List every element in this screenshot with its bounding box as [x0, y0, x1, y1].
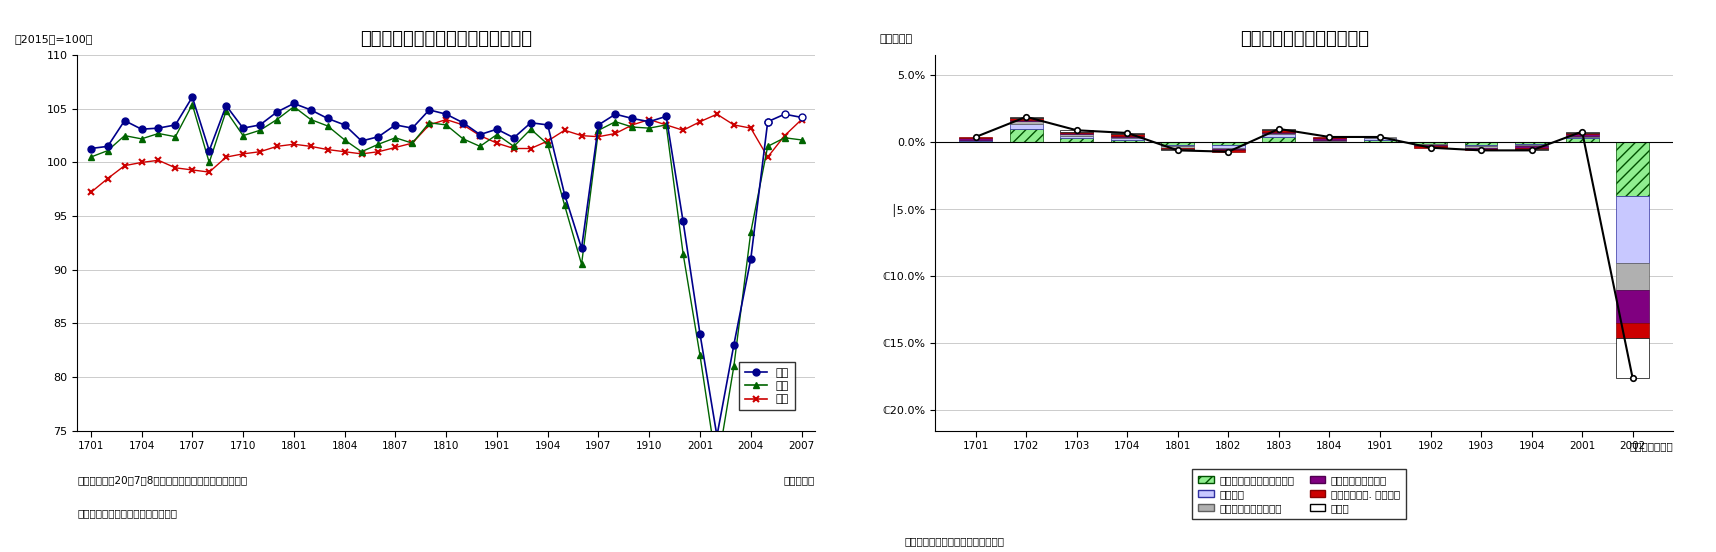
Bar — [1110, 140, 1143, 142]
Bar — [1162, 148, 1194, 149]
Legend: 生産用・汎用・業務用機械, 輸送機械, 電子部品・デバイス、, 電気・情報通信機械, 化学工業（除. 医薬品）, その他: 生産用・汎用・業務用機械, 輸送機械, 電子部品・デバイス、, 電気・情報通信機… — [1193, 469, 1405, 519]
Bar — [1211, 142, 1244, 145]
Bar — [1465, 146, 1498, 148]
Bar — [1515, 145, 1548, 146]
Bar — [1616, 142, 1649, 196]
Bar — [1313, 140, 1345, 141]
Bar — [1110, 137, 1143, 139]
Bar — [1515, 142, 1548, 144]
Bar — [1565, 134, 1599, 136]
Bar — [1414, 144, 1447, 145]
Bar — [1211, 148, 1244, 149]
Bar — [1465, 142, 1498, 145]
Bar — [1364, 139, 1397, 140]
Bar — [1263, 129, 1296, 130]
Bar — [1162, 146, 1194, 148]
Bar — [1009, 118, 1043, 120]
Bar — [1565, 139, 1599, 142]
Bar — [1211, 145, 1244, 148]
Bar — [1060, 134, 1093, 136]
Bar — [1060, 130, 1093, 131]
Bar — [1162, 149, 1194, 150]
Title: 鉱工業生産・出荷・在庫指数の推移: 鉱工業生産・出荷・在庫指数の推移 — [360, 30, 532, 48]
Bar — [1616, 263, 1649, 290]
Bar — [1515, 144, 1548, 145]
Bar — [959, 140, 992, 141]
Bar — [1211, 150, 1244, 152]
Bar — [1515, 148, 1548, 149]
Bar — [1162, 145, 1194, 146]
Title: 鉱工業生産の業種別寄与度: 鉱工業生産の業種別寄与度 — [1239, 30, 1369, 48]
Bar — [1211, 149, 1244, 150]
Bar — [1465, 145, 1498, 146]
Bar — [959, 141, 992, 142]
Bar — [1414, 145, 1447, 146]
Text: （資料）経済産業省「鉱工業指数」: （資料）経済産業省「鉱工業指数」 — [77, 508, 177, 518]
Text: （前期比）: （前期比） — [880, 34, 913, 44]
Bar — [1110, 133, 1143, 134]
Bar — [1060, 131, 1093, 133]
Bar — [1060, 133, 1093, 134]
Bar — [1565, 137, 1599, 139]
Bar — [1364, 137, 1397, 139]
Bar — [1616, 290, 1649, 323]
Text: （資料）経済産業省「鉱工業指数」: （資料）経済産業省「鉱工業指数」 — [904, 537, 1004, 546]
Bar — [1313, 137, 1345, 139]
Bar — [1515, 146, 1548, 148]
Bar — [1364, 140, 1397, 142]
Bar — [959, 139, 992, 140]
Bar — [1110, 134, 1143, 136]
Bar — [1414, 146, 1447, 148]
Bar — [1565, 136, 1599, 137]
Bar — [1263, 130, 1296, 131]
Bar — [1009, 120, 1043, 121]
Bar — [1263, 134, 1296, 137]
Bar — [1009, 117, 1043, 118]
Legend: 生産, 出荷, 在庫: 生産, 出荷, 在庫 — [740, 362, 795, 410]
Text: （年・月）: （年・月） — [784, 475, 815, 485]
Bar — [1616, 323, 1649, 338]
Bar — [1009, 124, 1043, 129]
Bar — [1162, 142, 1194, 145]
Bar — [1616, 338, 1649, 378]
Bar — [1060, 139, 1093, 142]
Bar — [959, 137, 992, 139]
Bar — [1060, 136, 1093, 139]
Bar — [1263, 137, 1296, 142]
Text: （注）生産の20年7、8月は製造工業生産予測指数で延長: （注）生産の20年7、8月は製造工業生産予測指数で延長 — [77, 475, 247, 485]
Bar — [1465, 149, 1498, 150]
Bar — [1263, 131, 1296, 133]
Bar — [1515, 149, 1548, 150]
Bar — [1009, 129, 1043, 142]
Bar — [1616, 196, 1649, 263]
Bar — [1465, 148, 1498, 149]
Bar — [1110, 136, 1143, 137]
Bar — [1313, 141, 1345, 142]
Bar — [1009, 121, 1043, 124]
Bar — [1565, 131, 1599, 133]
Bar — [1263, 133, 1296, 134]
Bar — [1565, 133, 1599, 134]
Text: （2015年=100）: （2015年=100） — [14, 34, 93, 44]
Bar — [1313, 139, 1345, 140]
Bar — [1110, 139, 1143, 140]
Bar — [1414, 142, 1447, 144]
Text: （年・四半期）: （年・四半期） — [1630, 442, 1673, 452]
